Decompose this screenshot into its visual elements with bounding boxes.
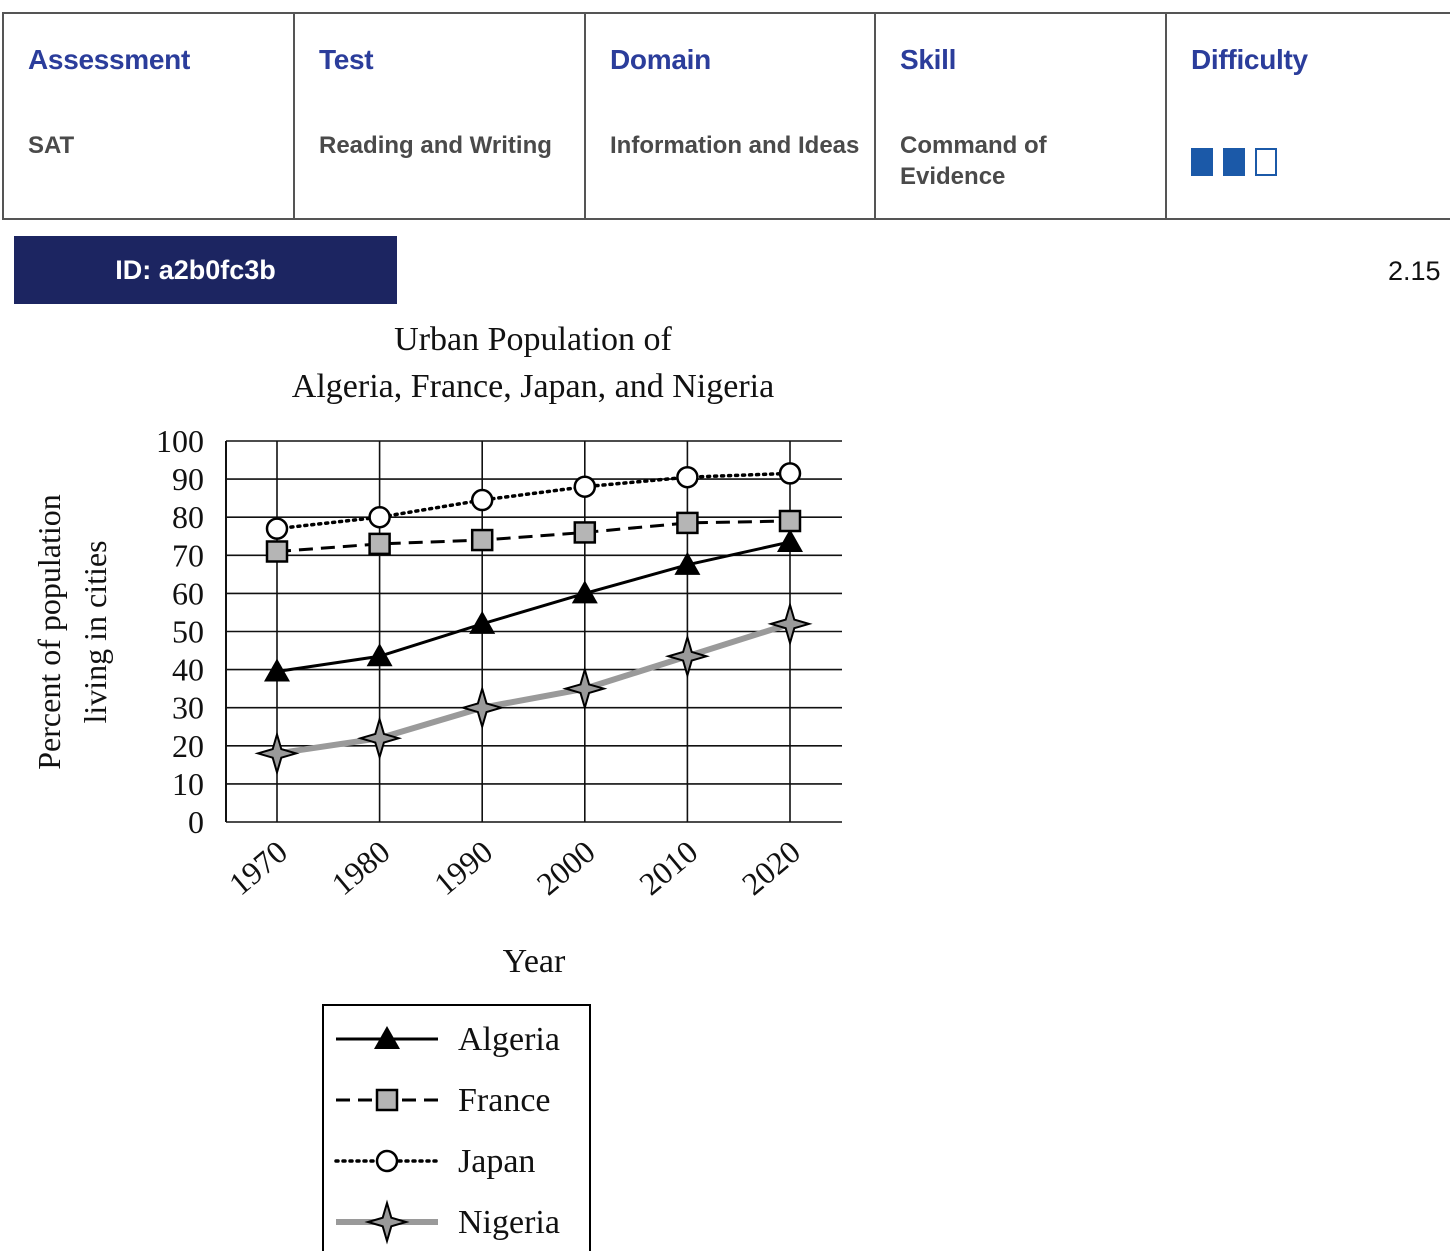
test-column: Test Reading and Writing [295,14,586,218]
question-id-badge: ID: a2b0fc3b [14,236,397,304]
y-tick-label: 10 [172,766,204,802]
legend-label-nigeria: Nigeria [458,1204,560,1241]
legend-label-france: France [458,1082,551,1119]
data-point-japan [573,475,597,498]
legend-item-nigeria: Nigeria [336,1199,560,1245]
skill-value: Command of Evidence [900,132,1047,190]
y-axis-label: Percent of population living in cities [31,494,113,769]
chart-grid [225,440,842,823]
data-point-japan [368,505,391,529]
data-point-algeria [469,610,496,634]
series-france [265,509,802,563]
chart-title-line: Algeria, France, Japan, and Nigeria [292,368,774,405]
series-line-france [276,519,791,553]
legend-marker-japan [375,1149,399,1173]
x-tick-label: 1990 [427,833,499,902]
x-tick-label: 2020 [735,833,807,902]
data-point-algeria [571,580,598,604]
series-line-nigeria [276,621,791,757]
data-point-algeria [366,643,393,667]
series-algeria [264,528,803,682]
test-header: Test [319,44,374,75]
assessment-column: Assessment SAT [4,14,295,218]
series-japan [265,462,802,540]
skill-header: Skill [900,44,957,75]
y-tick-label: 90 [172,461,204,497]
y-axis-label-line: living in cities [77,540,113,723]
data-point-japan [265,517,289,540]
domain-header: Domain [610,44,711,75]
x-tick-label: 1970 [222,833,294,902]
x-tick-label: 2000 [530,833,602,902]
data-point-nigeria [767,601,813,647]
difficulty-box-filled [1223,148,1245,176]
data-point-algeria [777,528,803,552]
chart-series [254,462,813,776]
y-axis-label-line: Percent of population [31,494,67,769]
assessment-value: SAT [28,132,75,159]
test-value: Reading and Writing [319,132,552,159]
data-point-algeria [674,551,701,575]
data-point-france [470,528,494,552]
data-point-algeria [264,658,290,682]
y-tick-label: 100 [156,423,204,459]
data-point-nigeria [357,715,403,761]
x-tick-label: 2010 [632,833,704,902]
legend-marker-france [375,1088,399,1112]
data-point-france [368,532,391,556]
version-number: 2.15 [1388,256,1441,286]
legend-label-algeria: Algeria [458,1021,560,1058]
assessment-header: Assessment [28,44,190,75]
metadata-table: Assessment SAT Test Reading and Writing … [2,12,1450,220]
data-point-france [676,511,699,535]
skill-column: Skill Command of Evidence [876,14,1167,218]
domain-column: Domain Information and Ideas [586,14,876,218]
y-tick-label: 20 [172,728,204,764]
chart-title-line: Urban Population of [394,321,672,358]
legend-label-japan: Japan [458,1143,535,1180]
legend-item-japan: Japan [334,1143,535,1180]
series-line-algeria [276,540,791,673]
difficulty-header: Difficulty [1191,44,1308,75]
chart-title: Urban Population of Algeria, France, Japa… [292,321,774,405]
data-point-france [573,521,597,544]
data-point-france [778,509,802,533]
chart-legend: Algeria France Japan Nigeria [322,1004,591,1251]
difficulty-indicator [1191,148,1277,176]
difficulty-box-empty [1255,148,1277,176]
y-tick-label: 30 [172,690,204,726]
y-tick-label: 80 [172,499,204,535]
legend-item-france: France [336,1082,551,1119]
y-tick-label: 60 [172,575,204,611]
data-point-nigeria [459,685,505,731]
series-line-japan [275,471,792,531]
legend-item-algeria: Algeria [336,1021,560,1058]
data-point-france [265,540,289,563]
legend-marker-nigeria [364,1199,410,1245]
domain-value: Information and Ideas [610,132,860,159]
y-tick-label: 70 [172,537,204,573]
data-point-nigeria [254,730,300,776]
difficulty-box-filled [1191,148,1213,176]
y-tick-label: 40 [172,652,204,688]
data-point-nigeria [664,633,710,679]
urban-population-chart: Urban Population of Algeria, France, Japa… [31,321,842,1251]
data-point-nigeria [562,666,608,712]
x-axis-ticks: 1970 1980 1990 2000 2010 2020 [222,833,807,902]
series-nigeria [254,601,813,776]
x-tick-label: 1980 [324,833,396,902]
x-axis-label: Year [503,943,566,980]
data-point-japan [470,488,494,512]
difficulty-column: Difficulty [1167,14,1450,218]
y-tick-label: 0 [188,804,204,840]
data-point-japan [778,462,802,485]
y-tick-label: 50 [172,614,204,650]
legend-marker-algeria [374,1026,400,1049]
data-point-japan [676,465,699,489]
legend-box [322,1004,591,1251]
